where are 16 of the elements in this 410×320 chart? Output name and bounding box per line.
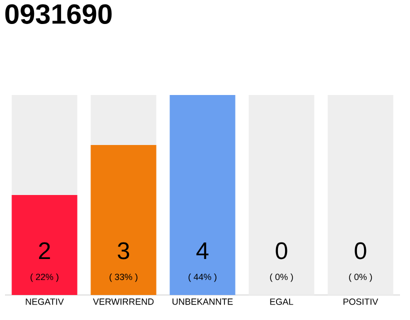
annotation: ( 22% ) xyxy=(30,274,58,282)
annotation: ( 0% ) xyxy=(270,274,293,282)
x-tick-label: EGAL xyxy=(270,298,294,305)
x-tick-label: POSITIV xyxy=(344,298,378,305)
x-tick-label: VERWIRREND xyxy=(92,298,154,305)
annotation: ( 33% ) xyxy=(110,274,138,282)
x-tick-label: NEGATIV xyxy=(26,298,64,305)
data-label: 0 xyxy=(276,242,288,260)
x-tick-label: UNBEKANNTE xyxy=(172,298,233,305)
data-label: 3 xyxy=(118,242,130,260)
data-label: 0 xyxy=(354,242,366,260)
annotation: ( 0% ) xyxy=(349,274,372,282)
annotation: ( 44% ) xyxy=(188,274,216,282)
data-label: 4 xyxy=(196,242,208,259)
chart-title: 0931690 xyxy=(5,4,112,24)
data-label: 2 xyxy=(39,242,50,259)
